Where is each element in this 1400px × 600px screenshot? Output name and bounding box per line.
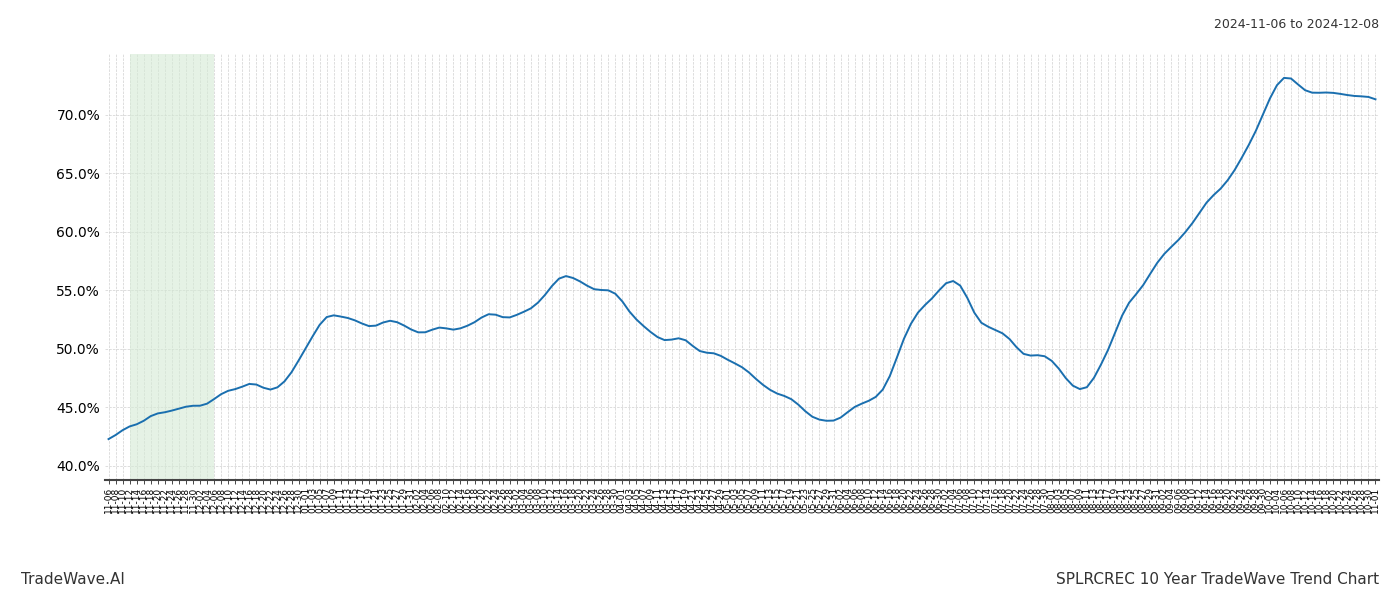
Text: TradeWave.AI: TradeWave.AI [21,572,125,587]
Bar [130,54,214,480]
Text: SPLRCREC 10 Year TradeWave Trend Chart: SPLRCREC 10 Year TradeWave Trend Chart [1056,572,1379,587]
Text: 2024-11-06 to 2024-12-08: 2024-11-06 to 2024-12-08 [1214,18,1379,31]
